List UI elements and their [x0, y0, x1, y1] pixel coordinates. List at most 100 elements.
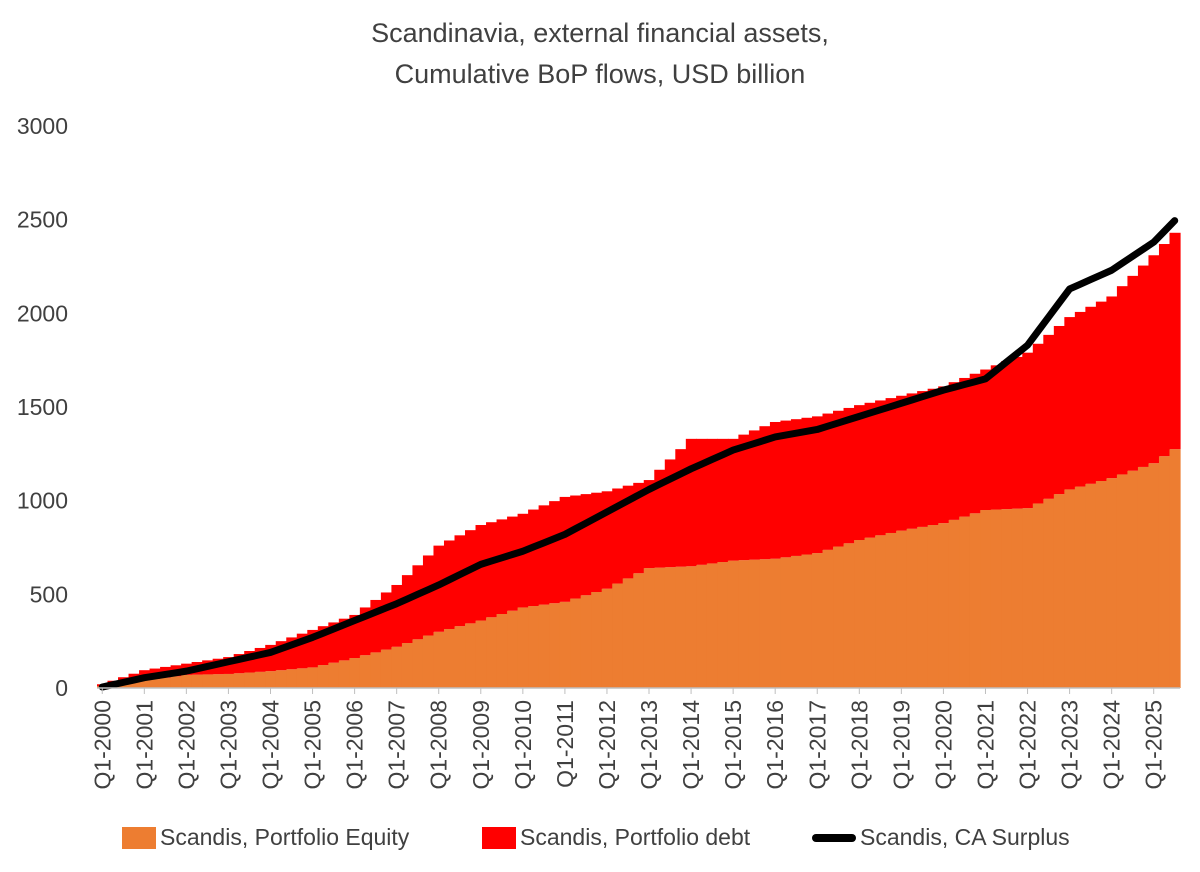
bar-debt [864, 402, 876, 538]
bar-debt [475, 525, 487, 621]
bar-equity [790, 555, 803, 688]
legend-swatch-debt [482, 826, 516, 849]
bar-equity [1085, 483, 1097, 688]
bar-equity [1169, 449, 1181, 688]
bar-debt [422, 555, 435, 636]
bar-debt [496, 519, 508, 614]
bar-equity [1127, 470, 1139, 688]
bar-equity [643, 568, 655, 688]
bar-debt [1011, 356, 1023, 509]
x-tick-label: Q1-2022 [1015, 700, 1041, 790]
bar-equity [401, 643, 414, 688]
x-tick-label: Q1-2006 [342, 700, 368, 790]
bar-equity [496, 614, 508, 688]
x-tick-label: Q1-2016 [762, 700, 788, 790]
bar-debt [380, 592, 392, 650]
bar-debt [633, 482, 645, 574]
bar-equity [391, 646, 403, 688]
bar-equity [1116, 474, 1129, 688]
legend-label-debt: Scandis, Portfolio debt [520, 824, 751, 850]
bar-equity [433, 631, 445, 688]
bar-debt [654, 469, 666, 568]
bar-equity [475, 620, 487, 688]
bar-equity [422, 635, 435, 688]
y-tick-label: 500 [30, 581, 68, 607]
bar-equity [1043, 498, 1055, 688]
bar-debt [349, 614, 361, 659]
chart-title-line-1: Scandinavia, external financial assets, [371, 18, 829, 48]
bar-equity [1158, 456, 1171, 688]
x-tick-label: Q1-2021 [972, 700, 998, 790]
bar-equity [748, 559, 761, 688]
bar-debt [759, 426, 771, 560]
bar-equity [822, 549, 834, 688]
bar-equity [1074, 486, 1086, 688]
bar-debt [727, 438, 739, 561]
bar-debt [286, 637, 298, 670]
bar-equity [696, 564, 708, 688]
bar-debt [622, 485, 634, 579]
bar-equity [244, 672, 256, 688]
bar-debt [675, 449, 687, 567]
bar-debt [254, 647, 266, 672]
x-tick-label: Q1-2009 [468, 700, 494, 790]
bar-debt [549, 501, 561, 604]
bar-debt [317, 626, 329, 666]
bar-debt [1064, 317, 1076, 490]
x-tick-label: Q1-2005 [300, 700, 326, 790]
bar-equity [717, 562, 729, 688]
bar-debt [906, 393, 918, 529]
bar-equity [128, 681, 140, 688]
bar-debt [412, 565, 424, 640]
bar-equity [927, 525, 939, 688]
bar-equity [885, 532, 897, 688]
bar-equity [275, 670, 287, 688]
x-tick-label: Q1-2000 [89, 700, 115, 790]
bar-debt [580, 494, 592, 596]
bar-debt [1158, 244, 1171, 457]
bar-debt [833, 410, 845, 547]
bar-equity [559, 601, 571, 688]
bar-debt [748, 430, 761, 560]
x-tick-label: Q1-2007 [384, 700, 410, 790]
bar-equity [1011, 508, 1023, 688]
bar-debt [338, 618, 350, 661]
bar-equity [738, 560, 750, 688]
bar-equity [769, 558, 782, 688]
bar-equity [980, 510, 992, 688]
bar-equity [349, 658, 361, 688]
bar-debt [391, 584, 403, 647]
bar-debt [801, 417, 813, 555]
bar-equity [864, 537, 876, 688]
bar-debt [307, 629, 319, 668]
bar-debt [948, 382, 960, 520]
bar-equity [675, 566, 687, 688]
bar-debt [1032, 343, 1044, 504]
y-tick-label: 1500 [17, 394, 68, 420]
bar-debt [1106, 296, 1118, 479]
x-tick-label: Q1-2023 [1057, 700, 1083, 790]
bar-equity [833, 546, 845, 688]
bar-equity [990, 509, 1002, 688]
bar-debt [780, 420, 792, 558]
bar-debt [822, 413, 834, 550]
bar-debt [896, 395, 908, 531]
bar-equity [801, 554, 813, 688]
bar-equity [906, 528, 918, 688]
bar-debt [1074, 311, 1086, 487]
bar-debt [717, 438, 729, 563]
bar-equity [359, 655, 371, 688]
bar-debt [454, 535, 466, 627]
bar-debt [790, 419, 803, 556]
bar-equity [1064, 489, 1076, 688]
bar-equity [843, 543, 855, 688]
x-tick-label: Q1-2008 [426, 700, 452, 790]
bar-debt [1148, 255, 1160, 464]
bar-equity [591, 591, 603, 688]
bar-debt [959, 377, 971, 517]
bar-equity [1032, 503, 1044, 688]
x-tick-label: Q1-2010 [510, 700, 536, 790]
bar-equity [854, 540, 866, 688]
bar-equity [948, 519, 960, 688]
